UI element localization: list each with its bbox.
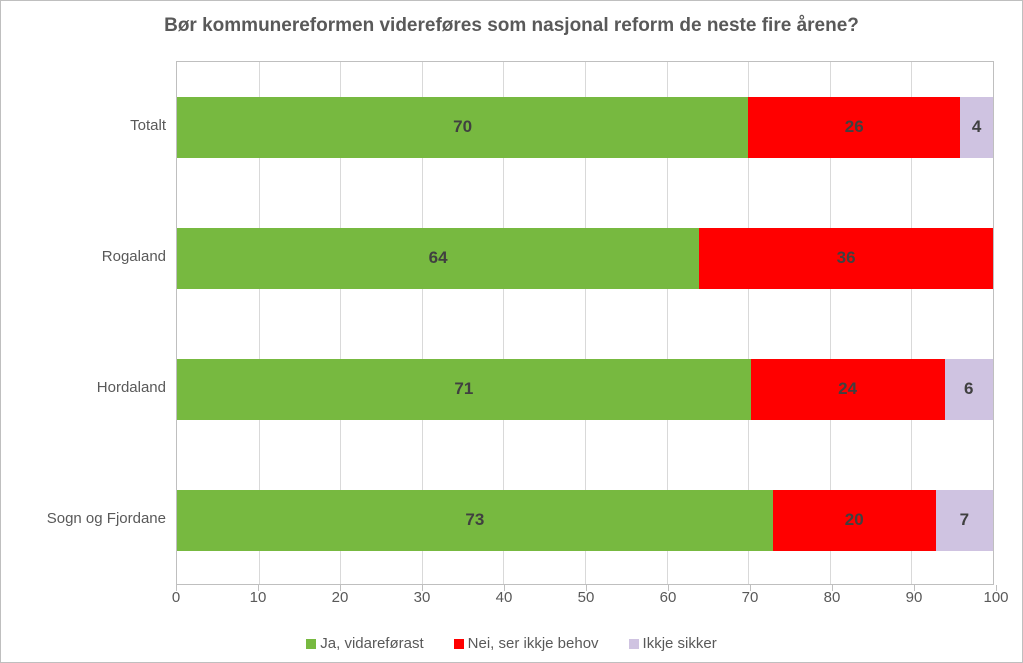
bar-segment: 7 [936,490,993,550]
y-axis-label: Hordaland [1,379,166,396]
bar-segment: 24 [751,359,945,419]
x-tick-label: 70 [742,589,759,606]
legend-label: Ikkje sikker [643,635,717,652]
x-tick-label: 0 [172,589,180,606]
y-axis-label: Rogaland [1,248,166,265]
bar-segment: 4 [960,97,993,157]
x-tick-label: 80 [824,589,841,606]
legend-swatch [306,639,316,649]
x-tick-label: 40 [496,589,513,606]
x-tick-label: 60 [660,589,677,606]
x-tick-label: 20 [332,589,349,606]
bar-segment: 71 [177,359,751,419]
legend: Ja, vidareførast Nei, ser ikkje behov Ikkj… [1,635,1022,652]
legend-swatch [454,639,464,649]
x-tick-label: 90 [906,589,923,606]
legend-swatch [629,639,639,649]
legend-label: Nei, ser ikkje behov [468,635,599,652]
legend-item: Ikkje sikker [629,635,717,652]
x-tick-label: 100 [983,589,1008,606]
bar-segment: 70 [177,97,748,157]
bar-row: 71246 [177,359,993,419]
chart-container: Bør kommunereformen videreføres som nasj… [0,0,1023,663]
bar-row: 6436 [177,228,993,288]
bar-row: 70264 [177,97,993,157]
y-axis-label: Totalt [1,117,166,134]
legend-item: Ja, vidareførast [306,635,423,652]
bar-row: 73207 [177,490,993,550]
bar-segment: 73 [177,490,773,550]
x-tick-label: 10 [250,589,267,606]
chart-title: Bør kommunereformen videreføres som nasj… [1,1,1022,43]
legend-label: Ja, vidareførast [320,635,423,652]
x-tick-label: 50 [578,589,595,606]
bar-segment: 6 [945,359,993,419]
bar-segment: 64 [177,228,699,288]
bar-segment: 26 [748,97,960,157]
legend-item: Nei, ser ikkje behov [454,635,599,652]
plot-area: 7026464367124673207 [176,61,994,585]
bar-segment: 20 [773,490,936,550]
y-axis-label: Sogn og Fjordane [1,510,166,527]
x-tick-label: 30 [414,589,431,606]
bar-segment: 36 [699,228,993,288]
